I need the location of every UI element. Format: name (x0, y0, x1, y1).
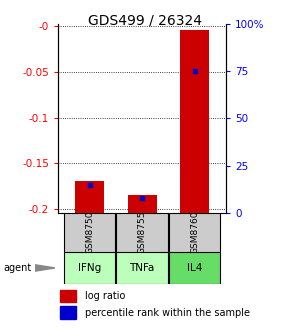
Text: IFNg: IFNg (78, 263, 101, 273)
Bar (169, 252, 220, 284)
Text: percentile rank within the sample: percentile rank within the sample (85, 308, 250, 318)
Bar (128, 195, 157, 213)
Bar (116, 213, 168, 252)
Text: agent: agent (3, 263, 31, 273)
Bar (116, 252, 168, 284)
Text: GSM8750: GSM8750 (85, 211, 94, 254)
Polygon shape (35, 265, 55, 271)
Text: GSM8755: GSM8755 (137, 211, 147, 254)
Bar (60, 290, 76, 302)
Bar (64, 213, 115, 252)
Text: log ratio: log ratio (85, 291, 126, 301)
Text: TNFa: TNFa (129, 263, 155, 273)
Bar (75, 181, 104, 213)
Bar (64, 252, 115, 284)
Text: GDS499 / 26324: GDS499 / 26324 (88, 13, 202, 28)
Bar (60, 306, 76, 319)
Text: GSM8760: GSM8760 (190, 211, 199, 254)
Bar (180, 30, 209, 213)
Bar (169, 213, 220, 252)
Text: IL4: IL4 (187, 263, 202, 273)
